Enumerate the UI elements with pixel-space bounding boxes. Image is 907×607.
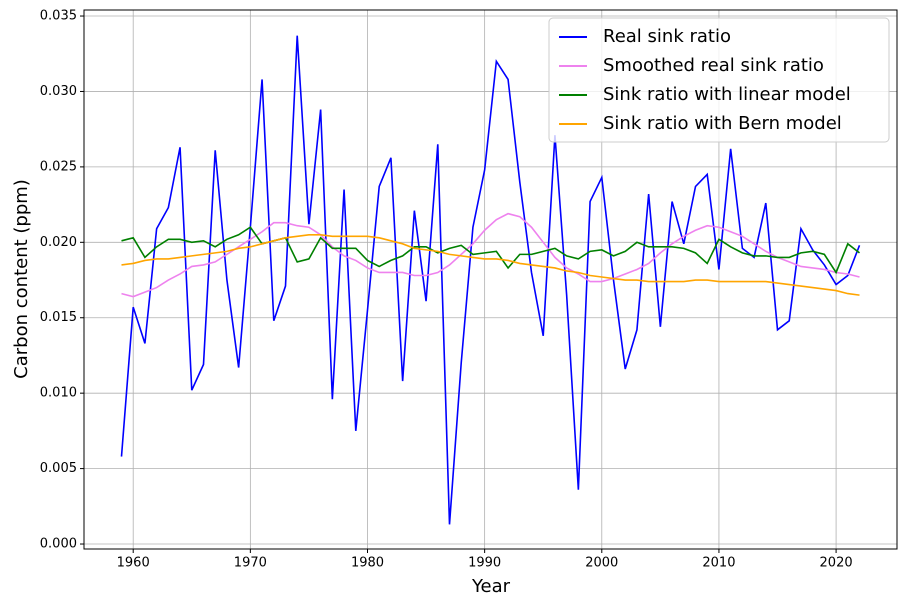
y-tick-label: 0.005 xyxy=(40,461,77,476)
series-line xyxy=(121,226,861,275)
series-line xyxy=(121,212,860,298)
series-line xyxy=(121,233,860,296)
legend-label: Sink ratio with Bern model xyxy=(603,113,842,134)
y-tick-label: 0.010 xyxy=(40,386,77,401)
y-tick-label: 0.030 xyxy=(40,84,77,99)
legend: Real sink ratio Smoothed real sink ratio S… xyxy=(548,17,890,143)
legend-label: Sink ratio with linear model xyxy=(603,84,851,105)
y-tick-label: 0.015 xyxy=(40,310,77,325)
x-tick-label: 1990 xyxy=(468,556,501,571)
plot-frame xyxy=(83,9,898,550)
x-tick-label: 2020 xyxy=(820,556,853,571)
x-tick-label: 1960 xyxy=(117,556,150,571)
legend-box xyxy=(548,17,890,143)
legend-label: Real sink ratio xyxy=(603,26,731,47)
y-tick-label: 0.000 xyxy=(40,537,77,552)
series-line xyxy=(120,35,861,525)
x-axis-label: Year xyxy=(471,576,511,597)
x-tick-label: 1970 xyxy=(234,556,267,571)
y-tick-label: 0.035 xyxy=(40,9,77,24)
x-tick-label: 1980 xyxy=(351,556,384,571)
x-tick-label: 2010 xyxy=(702,556,735,571)
legend-label: Smoothed real sink ratio xyxy=(603,55,824,76)
y-tick-label: 0.025 xyxy=(40,159,77,174)
y-axis-label: Carbon content (ppm) xyxy=(11,179,32,379)
y-tick-label: 0.020 xyxy=(40,235,77,250)
x-tick-label: 2000 xyxy=(585,556,618,571)
